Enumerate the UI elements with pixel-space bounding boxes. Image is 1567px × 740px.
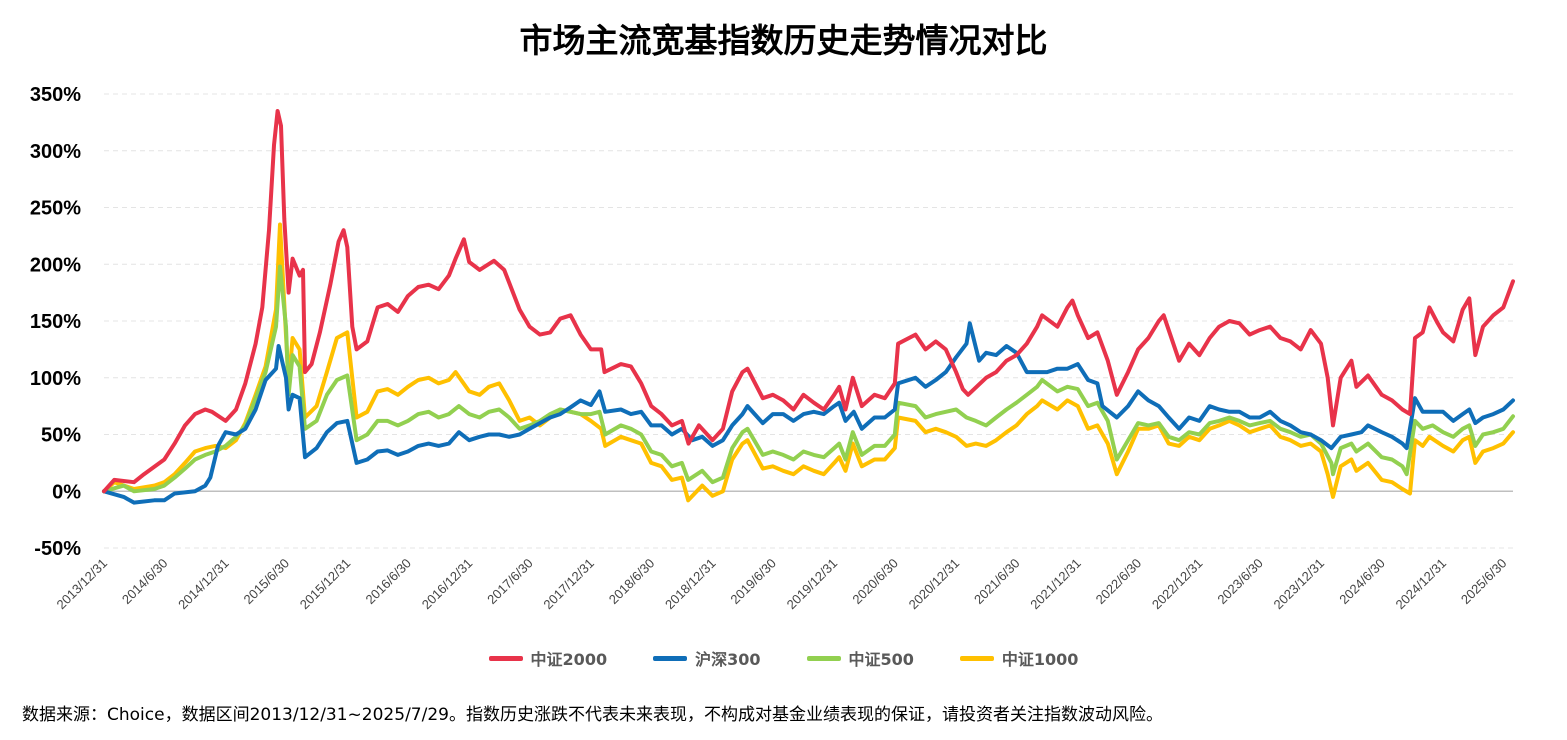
legend-label: 中证1000 [1001, 650, 1079, 669]
legend-item: 中证500 [806, 646, 914, 670]
chart-title: 市场主流宽基指数历史走势情况对比 [519, 21, 1048, 60]
legend-swatch [806, 655, 841, 661]
x-tick-label: 2019/12/31 [784, 556, 841, 613]
x-tick-label: 2019/6/30 [727, 556, 779, 608]
x-tick-label: 2018/6/30 [606, 556, 658, 608]
y-tick-label: 50% [41, 425, 81, 447]
series-line [102, 321, 1515, 505]
y-tick-label: 150% [30, 311, 81, 333]
legend-swatch [488, 655, 523, 661]
legend: 中证2000 沪深300 中证500 中证1000 [0, 646, 1567, 670]
x-tick-label: 2016/6/30 [363, 556, 415, 608]
x-tick-label: 2014/12/31 [175, 556, 232, 613]
x-tick-label: 2017/6/30 [484, 556, 536, 608]
x-tick-label: 2024/12/31 [1393, 556, 1450, 613]
legend-item: 中证2000 [488, 646, 608, 670]
x-tick-label: 2021/6/30 [971, 556, 1023, 608]
x-tick-label: 2023/6/30 [1214, 556, 1266, 608]
x-tick-label: 2023/12/31 [1271, 556, 1328, 613]
x-axis: 2013/12/31 2014/6/30 2014/12/31 2015/6/30 20… [53, 556, 1509, 613]
legend-swatch [653, 655, 688, 661]
y-axis: -50% 0% 50% 100% 150% 200% 250% 300% 350% [30, 84, 81, 560]
x-tick-label: 2022/6/30 [1093, 556, 1145, 608]
legend-item: 沪深300 [653, 646, 761, 670]
legend-item: 中证1000 [959, 646, 1079, 670]
line-chart: -50% 0% 50% 100% 150% 200% 250% 300% 350% 2013/1… [30, 84, 1515, 613]
x-tick-label: 2013/12/31 [53, 556, 110, 613]
y-tick-label: 350% [30, 84, 81, 106]
x-tick-label: 2015/6/30 [241, 556, 293, 608]
y-tick-label: 300% [30, 141, 81, 163]
x-tick-label: 2021/12/31 [1027, 556, 1084, 613]
y-tick-label: 200% [30, 254, 81, 276]
y-tick-label: 0% [52, 481, 81, 503]
x-tick-label: 2024/6/30 [1336, 556, 1388, 608]
legend-label: 沪深300 [695, 650, 761, 669]
x-tick-label: 2015/12/31 [297, 556, 354, 613]
series-lines [102, 109, 1515, 505]
series-line [102, 222, 1515, 503]
gridlines [104, 93, 1513, 549]
x-tick-label: 2014/6/30 [119, 556, 171, 608]
x-tick-label: 2022/12/31 [1149, 556, 1206, 613]
legend-swatch [959, 655, 994, 661]
series-line [102, 109, 1515, 494]
x-tick-label: 2018/12/31 [662, 556, 719, 613]
footnote: 数据来源：Choice，数据区间2013/12/31~2025/7/29。指数历… [22, 705, 1163, 725]
x-tick-label: 2025/6/30 [1458, 556, 1510, 608]
series-line [102, 264, 1515, 494]
legend-label: 中证500 [848, 650, 914, 669]
y-tick-label: 250% [30, 198, 81, 220]
y-tick-label: -50% [34, 538, 81, 560]
x-tick-label: 2020/12/31 [906, 556, 963, 613]
x-tick-label: 2017/12/31 [540, 556, 597, 613]
y-tick-label: 100% [30, 368, 81, 390]
legend-label: 中证2000 [530, 650, 608, 669]
x-tick-label: 2020/6/30 [849, 556, 901, 608]
x-tick-label: 2016/12/31 [419, 556, 476, 613]
